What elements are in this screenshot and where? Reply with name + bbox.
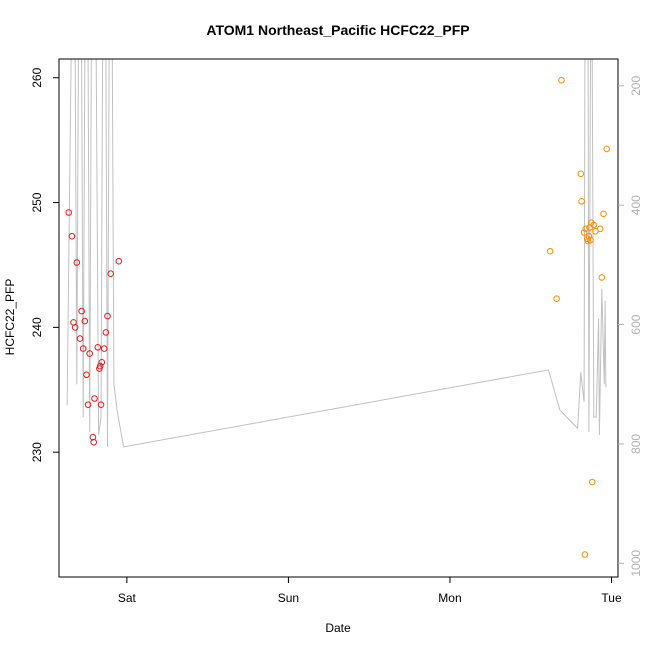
y-tick-label: 260	[30, 67, 44, 87]
data-point	[102, 329, 110, 336]
data-point	[100, 345, 108, 352]
data-point	[115, 257, 123, 265]
right-y-tick-label: 200	[629, 76, 643, 96]
data-point	[598, 274, 606, 281]
x-tick-label: Mon	[438, 591, 461, 605]
data-point	[83, 371, 90, 379]
x-tick-label: Sat	[118, 591, 137, 605]
data-point	[580, 229, 588, 236]
profile-layer	[66, 59, 607, 448]
data-point	[90, 438, 97, 446]
data-point	[582, 225, 590, 233]
data-point	[577, 170, 585, 178]
data-point	[81, 317, 89, 325]
data-point	[76, 335, 84, 342]
data-point	[86, 350, 93, 357]
data-point	[590, 221, 598, 229]
data-point	[97, 401, 105, 409]
data-point	[91, 395, 98, 402]
data-point	[578, 198, 585, 205]
data-point	[73, 259, 81, 266]
data-point	[96, 362, 104, 370]
data-point	[65, 209, 72, 216]
data-point	[596, 225, 604, 233]
axes-layer: 230 240 250 260 Sat Sun Mon Tue 200 400 600 800 1000	[30, 58, 643, 605]
data-point	[588, 478, 596, 486]
y-tick-label: 240	[30, 317, 44, 337]
data-point	[587, 236, 594, 244]
data-point	[546, 247, 554, 255]
data-point	[558, 76, 565, 84]
data-point	[98, 359, 106, 366]
right-y-tick-label: 600	[629, 314, 643, 334]
data-point	[84, 401, 92, 409]
points-layer	[65, 76, 611, 558]
plot-frame	[58, 58, 619, 578]
y-tick-label: 230	[30, 442, 44, 462]
y-axis-label: HCFC22_PFP	[3, 279, 17, 356]
profile-line	[66, 59, 607, 448]
data-point	[585, 232, 593, 240]
x-tick-label: Sun	[278, 591, 299, 605]
data-point	[107, 270, 114, 278]
data-point	[79, 345, 87, 352]
data-point	[581, 551, 589, 558]
y-tick-label: 250	[30, 192, 44, 212]
chart-title: ATOM1 Northeast_Pacific HCFC22_PFP	[206, 22, 469, 38]
x-tick-label: Tue	[601, 591, 622, 605]
data-point	[78, 307, 85, 315]
data-point	[553, 295, 560, 303]
data-point	[104, 312, 111, 320]
data-point	[71, 324, 79, 331]
data-point	[603, 145, 611, 153]
data-point	[68, 232, 76, 240]
right-y-tick-label: 800	[629, 434, 643, 454]
data-point	[94, 344, 102, 351]
right-y-tick-label: 1000	[629, 550, 643, 577]
data-point	[600, 210, 607, 218]
x-axis-label: Date	[325, 621, 351, 635]
data-point	[89, 433, 97, 441]
right-y-tick-label: 400	[629, 195, 643, 215]
